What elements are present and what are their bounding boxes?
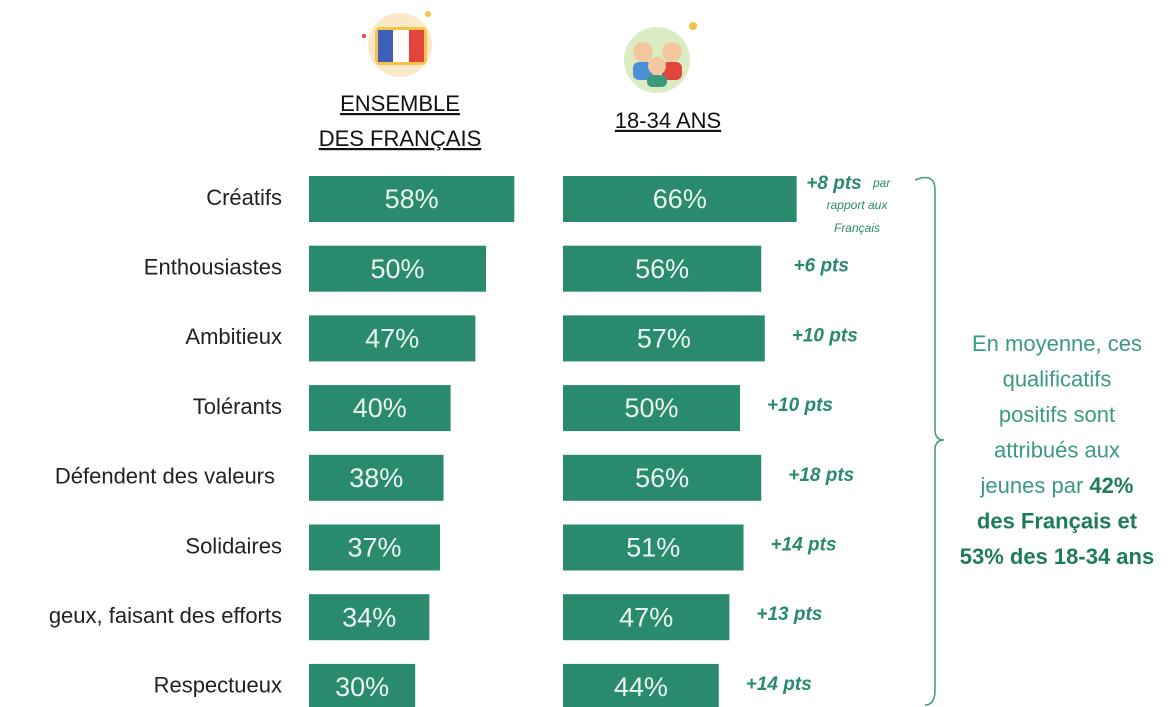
note-text: 42% xyxy=(1089,473,1133,498)
icon-france xyxy=(362,11,432,77)
note-text: des Français et xyxy=(977,508,1138,533)
category-label: Défendent des valeurs xyxy=(55,464,275,489)
value-label: 44% xyxy=(614,672,668,702)
bar xyxy=(563,176,797,222)
difference-label: +13 pts xyxy=(756,604,822,625)
bar xyxy=(563,315,765,362)
value-label: 40% xyxy=(353,393,407,423)
note-text: attribués aux xyxy=(994,437,1120,462)
series-header: ENSEMBLE DES FRANÇAIS xyxy=(319,91,482,151)
value-label: 47% xyxy=(619,602,673,632)
value-label: 56% xyxy=(635,254,689,284)
category-label: Respectueux xyxy=(154,673,282,698)
note-text: positifs sont xyxy=(999,402,1115,427)
value-label: 57% xyxy=(637,324,691,354)
category-label: Tolérants xyxy=(193,394,282,419)
difference-label: +18 pts xyxy=(788,465,854,486)
difference-label: +8 pts xyxy=(806,173,861,194)
value-label: 34% xyxy=(342,602,396,632)
value-label: 47% xyxy=(365,324,419,354)
difference-note: Français xyxy=(834,221,880,235)
note-text: 53% des 18-34 ans xyxy=(960,544,1154,569)
bar xyxy=(563,594,730,641)
value-label: 30% xyxy=(335,672,389,702)
category-label: Ambitieux xyxy=(185,324,282,349)
value-label: 58% xyxy=(385,184,439,214)
difference-label: +6 pts xyxy=(794,256,849,277)
note-line: En moyenne, ces xyxy=(972,331,1142,356)
note-line: attribués aux xyxy=(994,437,1120,462)
note-line: qualificatifs xyxy=(1003,366,1112,391)
bar xyxy=(563,663,719,707)
value-label: 38% xyxy=(349,463,403,493)
category-label: Solidaires xyxy=(185,533,282,558)
series-header: 18-34 ANS xyxy=(615,108,721,133)
note-text: En moyenne, ces xyxy=(972,331,1142,356)
difference-label: +14 pts xyxy=(746,674,812,695)
bar xyxy=(309,245,486,292)
value-label: 56% xyxy=(635,463,689,493)
note-text: jeunes par xyxy=(980,473,1090,498)
category-label: Enthousiastes xyxy=(144,255,282,280)
difference-label: +10 pts xyxy=(767,395,833,416)
difference-label: +14 pts xyxy=(771,535,837,556)
bar xyxy=(309,176,515,222)
bar xyxy=(309,524,440,571)
bar xyxy=(309,385,451,432)
value-label: 51% xyxy=(626,533,680,563)
bar xyxy=(563,454,762,501)
bar xyxy=(563,385,740,432)
difference-note: par xyxy=(872,176,891,190)
value-label: 37% xyxy=(347,533,401,563)
note-text: qualificatifs xyxy=(1003,366,1112,391)
value-label: 50% xyxy=(624,393,678,423)
difference-label: +10 pts xyxy=(792,325,858,346)
note-line: des Français et xyxy=(977,508,1138,533)
category-label: geux, faisant des efforts xyxy=(49,603,282,628)
value-label: 50% xyxy=(370,254,424,284)
category-label: Créatifs xyxy=(206,185,282,210)
note-line: 53% des 18-34 ans xyxy=(960,544,1154,569)
bar xyxy=(309,663,416,707)
icon-youth xyxy=(624,22,697,93)
bar xyxy=(309,315,476,362)
bar xyxy=(563,524,744,571)
bar xyxy=(309,454,444,501)
difference-note: rapport aux xyxy=(827,198,889,212)
bar xyxy=(563,245,762,292)
bar xyxy=(309,594,430,641)
value-label: 66% xyxy=(653,184,707,214)
note-line: positifs sont xyxy=(999,402,1115,427)
note-line: jeunes par 42% xyxy=(980,473,1134,498)
bracket xyxy=(914,176,945,706)
